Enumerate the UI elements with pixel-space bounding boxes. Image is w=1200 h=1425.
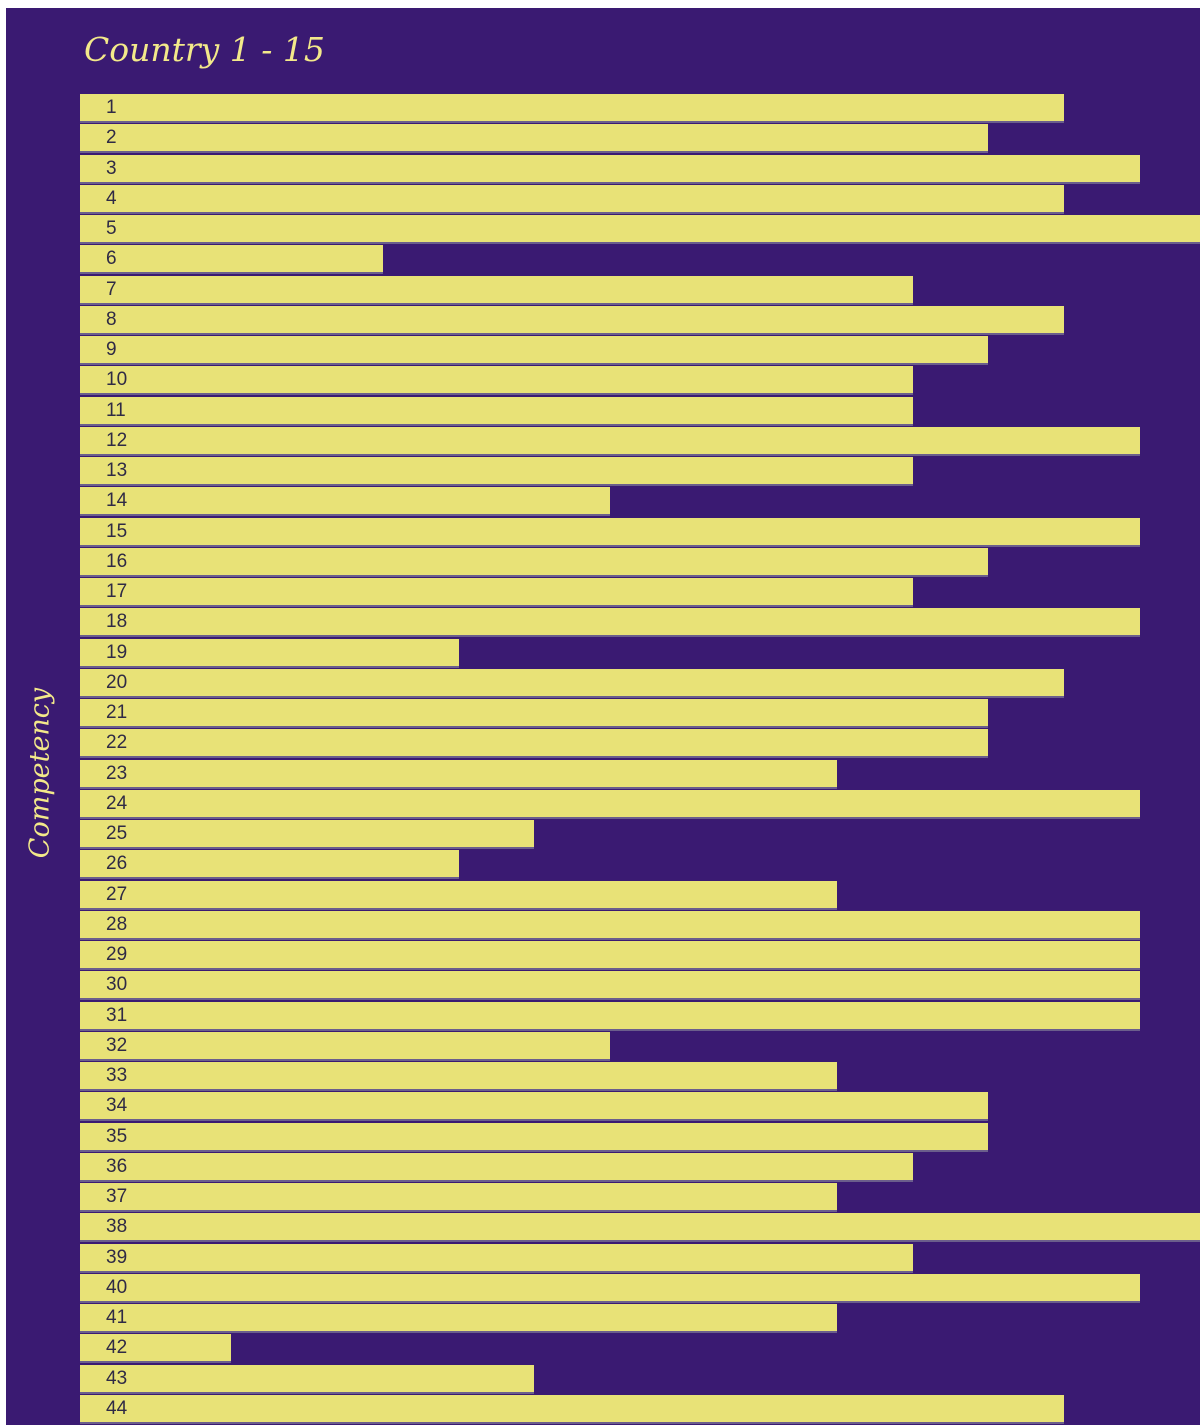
bar-19 xyxy=(80,638,459,668)
bar-34 xyxy=(80,1092,989,1122)
bar-label-35: 35 xyxy=(106,1125,128,1147)
bar-42 xyxy=(80,1334,232,1364)
bar-40 xyxy=(80,1273,1140,1303)
bar-label-42: 42 xyxy=(106,1337,128,1359)
bar-26 xyxy=(80,850,459,880)
bar-12 xyxy=(80,426,1140,456)
bar-label-3: 3 xyxy=(106,157,117,179)
bar-label-22: 22 xyxy=(106,732,128,754)
bar-41 xyxy=(80,1304,837,1333)
bar-label-40: 40 xyxy=(106,1276,128,1298)
bar-label-43: 43 xyxy=(106,1367,128,1389)
bar-label-29: 29 xyxy=(106,944,128,965)
bar-37 xyxy=(80,1183,837,1212)
bar-27 xyxy=(80,880,837,910)
bar-3 xyxy=(80,154,1140,184)
bar-label-38: 38 xyxy=(106,1216,128,1238)
bar-10 xyxy=(80,366,913,396)
bar-label-8: 8 xyxy=(106,308,117,330)
bar-15 xyxy=(80,517,1140,547)
bar-43 xyxy=(80,1364,535,1394)
bar-44 xyxy=(80,1394,1065,1424)
bar-31 xyxy=(80,1001,1140,1031)
chart-area: Country 1 - 15 Competency 1 2 3 4 5 6 7 8 9 10 11 1… xyxy=(6,8,1200,1425)
bar-label-19: 19 xyxy=(106,641,128,663)
bar-20 xyxy=(80,668,1065,698)
bar-label-32: 32 xyxy=(106,1034,128,1056)
chart-title: Country 1 - 15 xyxy=(84,30,325,69)
bar-39 xyxy=(80,1243,913,1273)
bar-2 xyxy=(80,124,989,154)
bar-23 xyxy=(80,759,837,789)
bar-18 xyxy=(80,608,1140,638)
bar-label-14: 14 xyxy=(106,490,128,512)
bar-36 xyxy=(80,1152,913,1182)
bar-29 xyxy=(80,941,1140,970)
bar-label-12: 12 xyxy=(106,429,128,451)
bar-label-33: 33 xyxy=(106,1065,128,1086)
bar-label-28: 28 xyxy=(106,913,128,935)
bar-17 xyxy=(80,578,913,607)
bar-13 xyxy=(80,457,913,486)
bar-5 xyxy=(80,215,1200,244)
bar-8 xyxy=(80,305,1065,335)
bar-label-15: 15 xyxy=(106,520,128,542)
bar-6 xyxy=(80,245,383,275)
bar-label-5: 5 xyxy=(106,218,117,239)
bar-9 xyxy=(80,336,989,365)
bar-label-11: 11 xyxy=(106,399,126,421)
bar-25 xyxy=(80,820,535,849)
bar-28 xyxy=(80,910,1140,940)
bar-label-34: 34 xyxy=(106,1095,128,1117)
bar-label-13: 13 xyxy=(106,460,128,481)
bar-label-41: 41 xyxy=(106,1307,128,1328)
bar-label-25: 25 xyxy=(106,823,128,844)
bar-label-1: 1 xyxy=(106,97,117,118)
bar-label-24: 24 xyxy=(106,792,128,814)
bar-label-23: 23 xyxy=(106,762,128,784)
bar-32 xyxy=(80,1031,610,1061)
bar-label-10: 10 xyxy=(106,369,128,391)
bar-21 xyxy=(80,699,989,728)
bar-label-37: 37 xyxy=(106,1186,128,1207)
bar-label-4: 4 xyxy=(106,187,117,209)
bar-label-21: 21 xyxy=(106,702,128,723)
bar-label-17: 17 xyxy=(106,581,128,602)
bar-label-16: 16 xyxy=(106,550,128,572)
bar-label-26: 26 xyxy=(106,853,128,875)
bar-11 xyxy=(80,396,913,426)
bar-1 xyxy=(80,94,1065,123)
bar-series: 1 2 3 4 5 6 7 8 9 10 11 12 13 14 15 16 17 18 19 20 21 22 23 24 2… xyxy=(6,8,1200,1425)
bar-30 xyxy=(80,971,1140,1001)
bar-label-7: 7 xyxy=(106,278,117,300)
bar-33 xyxy=(80,1062,837,1091)
bar-label-39: 39 xyxy=(106,1246,128,1268)
bar-24 xyxy=(80,789,1140,819)
bar-22 xyxy=(80,729,989,759)
bar-label-6: 6 xyxy=(106,248,117,270)
bar-label-36: 36 xyxy=(106,1155,128,1177)
bar-label-30: 30 xyxy=(106,974,128,996)
bar-label-44: 44 xyxy=(106,1397,128,1419)
bar-label-9: 9 xyxy=(106,339,117,360)
bar-4 xyxy=(80,184,1065,214)
bar-14 xyxy=(80,487,610,517)
bar-16 xyxy=(80,547,989,577)
bar-35 xyxy=(80,1122,989,1152)
bar-label-20: 20 xyxy=(106,671,128,693)
bar-label-27: 27 xyxy=(106,883,128,905)
bar-38 xyxy=(80,1213,1200,1243)
bar-label-31: 31 xyxy=(106,1004,128,1026)
bar-7 xyxy=(80,275,913,305)
bar-label-18: 18 xyxy=(106,611,128,633)
bar-label-2: 2 xyxy=(106,127,117,149)
